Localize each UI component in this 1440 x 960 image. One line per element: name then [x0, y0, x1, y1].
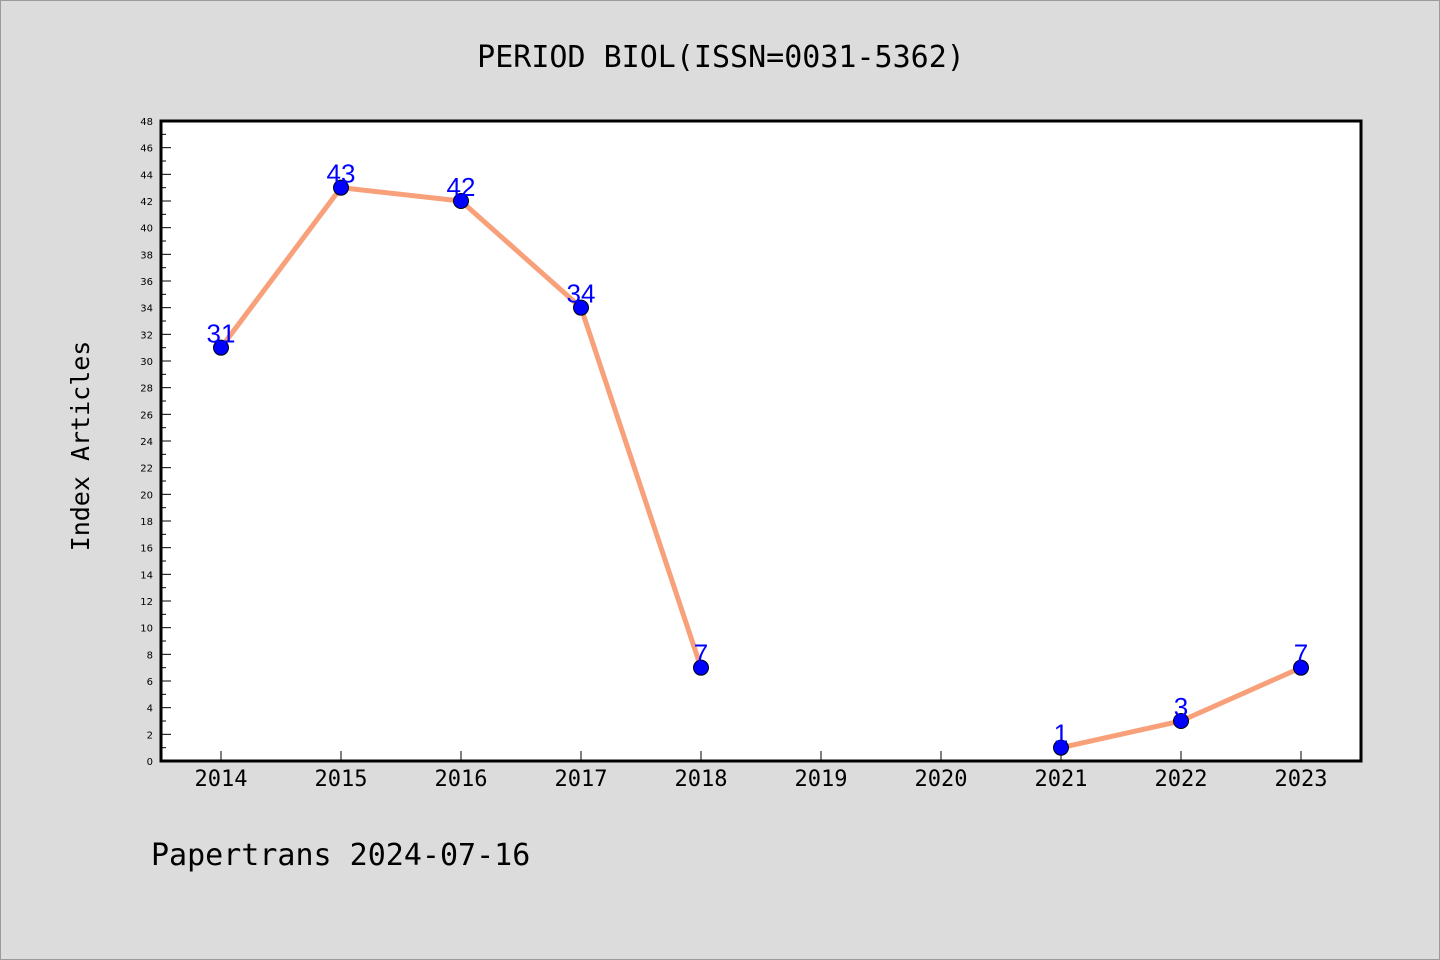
- data-point: [693, 659, 709, 676]
- y-tick-label: 40: [140, 224, 153, 235]
- x-tick-label: 2021: [1035, 767, 1088, 792]
- y-axis-label: Index Articles: [66, 341, 95, 552]
- y-tick-label: 4: [147, 704, 153, 715]
- data-label: 42: [447, 172, 476, 202]
- data-point: [1173, 713, 1189, 729]
- x-tick-label: 2015: [315, 767, 368, 792]
- footer-text: Papertrans 2024-07-16: [151, 838, 530, 873]
- y-tick-label: 20: [140, 490, 153, 501]
- data-label: 43: [327, 159, 356, 189]
- y-tick-label: 2: [147, 730, 153, 741]
- y-tick-label: 26: [140, 410, 153, 421]
- x-tick-label: 2019: [795, 767, 848, 792]
- x-tick-label: 2016: [435, 767, 488, 792]
- y-tick-label: 46: [140, 144, 153, 155]
- y-tick-label: 14: [140, 570, 153, 581]
- data-label: 34: [567, 279, 596, 309]
- x-tick-label: 2014: [195, 767, 248, 792]
- y-tick-label: 38: [140, 250, 153, 261]
- data-label: 1: [1054, 719, 1068, 749]
- data-point: [1053, 739, 1069, 756]
- y-tick-label: 24: [140, 437, 153, 448]
- y-tick-label: 10: [140, 624, 153, 635]
- x-tick-label: 2022: [1155, 767, 1208, 792]
- x-tick-label: 2020: [915, 767, 968, 792]
- data-point: [213, 339, 229, 356]
- y-tick-label: 12: [140, 597, 153, 608]
- y-tick-label: 34: [140, 304, 153, 315]
- x-tick-label: 2018: [675, 767, 728, 792]
- y-tick-label: 32: [140, 330, 153, 341]
- data-point: [333, 179, 349, 196]
- y-tick-label: 42: [140, 197, 153, 208]
- data-point: [573, 299, 589, 316]
- y-tick-label: 18: [140, 517, 153, 528]
- data-label: 7: [694, 639, 708, 669]
- y-tick-label: 0: [147, 757, 153, 768]
- data-point: [453, 193, 469, 209]
- y-tick-label: 44: [140, 170, 153, 181]
- data-point: [1293, 659, 1309, 676]
- y-tick-label: 28: [140, 384, 153, 395]
- x-tick-label: 2023: [1275, 767, 1328, 792]
- series-layer: [213, 179, 1309, 756]
- axis-ticks: 0246810121416182022242628303234363840424…: [140, 117, 1327, 792]
- y-tick-label: 48: [140, 117, 153, 128]
- y-tick-label: 8: [147, 650, 153, 661]
- data-label: 3: [1174, 692, 1188, 722]
- y-tick-label: 36: [140, 277, 153, 288]
- plot-area: [161, 121, 1361, 761]
- plot-border: [159, 119, 1363, 763]
- data-labels: 31 43 42 34 7 1 3 7: [207, 159, 1309, 749]
- y-tick-label: 16: [140, 544, 153, 555]
- y-tick-label: 30: [140, 357, 153, 368]
- x-tick-label: 2017: [555, 767, 608, 792]
- data-label: 7: [1294, 639, 1308, 669]
- y-tick-label: 22: [140, 464, 153, 475]
- chart-title: PERIOD BIOL(ISSN=0031-5362): [477, 40, 965, 75]
- y-tick-label: 6: [147, 677, 153, 688]
- data-label: 31: [207, 319, 236, 349]
